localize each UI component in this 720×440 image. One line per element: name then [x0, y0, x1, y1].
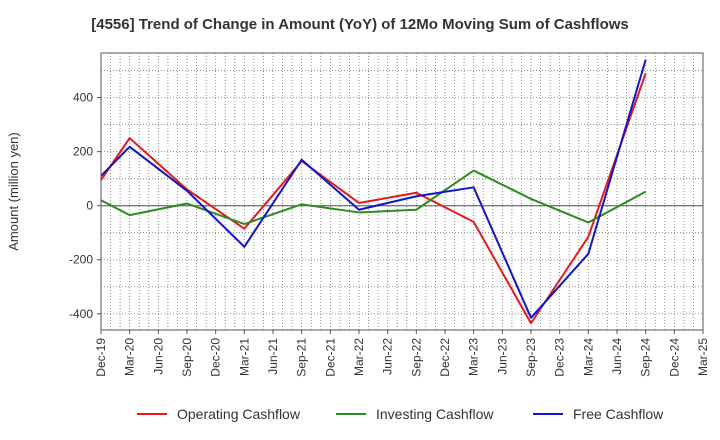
y-tick-label: -200 — [69, 253, 93, 267]
x-tick-label: Mar-21 — [237, 338, 251, 376]
x-tick-label: Jun-20 — [151, 338, 165, 375]
x-tick-label: Jun-23 — [495, 338, 509, 375]
chart-title: [4556] Trend of Change in Amount (YoY) o… — [91, 16, 629, 33]
x-tick-label: Sep-24 — [639, 338, 653, 377]
series-line-operating-cashflow — [100, 72, 647, 325]
y-tick-label: -400 — [69, 307, 93, 321]
y-tick-label: 200 — [73, 145, 93, 159]
x-ticks: Dec-19 Mar-20 Jun-20 Sep-20 Dec-20 Mar-21 Jun-… — [94, 330, 710, 377]
series-line-free-cashflow — [100, 59, 647, 319]
y-axis-label: Amount (million yen) — [6, 132, 21, 251]
x-tick-label: Mar-23 — [467, 338, 481, 376]
x-tick-label: Jun-22 — [381, 338, 395, 375]
y-ticks: -400 -200 0 200 400 — [69, 91, 101, 321]
legend: Operating Cashflow Investing Cashflow Free… — [137, 406, 664, 422]
y-tick-label: 0 — [86, 199, 93, 213]
x-tick-label: Dec-23 — [553, 338, 567, 377]
series-group — [100, 59, 647, 325]
x-tick-label: Dec-22 — [438, 338, 452, 377]
x-tick-label: Dec-19 — [94, 338, 108, 377]
x-tick-label: Sep-21 — [295, 338, 309, 377]
x-tick-label: Dec-21 — [323, 338, 337, 377]
x-tick-label: Sep-23 — [524, 338, 538, 377]
legend-label: Free Cashflow — [573, 406, 664, 422]
x-tick-label: Sep-22 — [409, 338, 423, 377]
x-tick-label: Dec-20 — [209, 338, 223, 377]
legend-label: Investing Cashflow — [376, 406, 494, 422]
x-tick-label: Mar-25 — [696, 338, 710, 376]
x-tick-label: Mar-22 — [352, 338, 366, 376]
x-tick-label: Jun-24 — [610, 338, 624, 375]
x-tick-label: Dec-24 — [667, 338, 681, 377]
x-tick-label: Mar-20 — [123, 338, 137, 376]
x-tick-label: Jun-21 — [266, 338, 280, 375]
y-tick-label: 400 — [73, 91, 93, 105]
legend-label: Operating Cashflow — [177, 406, 301, 422]
x-tick-label: Mar-24 — [581, 338, 595, 376]
x-tick-label: Sep-20 — [180, 338, 194, 377]
plot-frame — [100, 52, 704, 331]
